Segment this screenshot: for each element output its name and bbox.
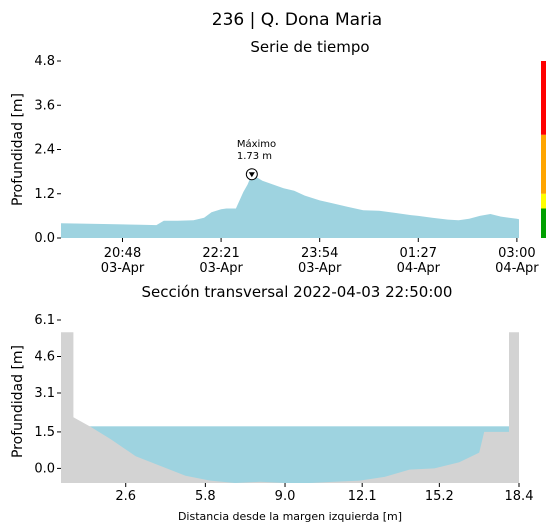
y-axis-label: Profundidad [m] [10, 93, 26, 206]
y-tick-label: 3.1 [34, 386, 55, 401]
x-tick-label: 01:27 [400, 246, 437, 261]
time-series-title: Serie de tiempo [250, 38, 369, 56]
threshold-band [541, 193, 546, 209]
chart-main-title: 236 | Q. Dona Maria [212, 10, 382, 30]
x-tick-label: 20:48 [104, 246, 141, 261]
threshold-band [541, 134, 546, 194]
x-tick-label: 9.0 [275, 489, 296, 504]
x-axis-label: Distancia desde la margen izquierda [m] [178, 510, 402, 523]
max-annotation-label: Máximo [237, 138, 276, 150]
threshold-band [541, 61, 546, 135]
x-tick-date-label: 03-Apr [199, 261, 243, 276]
x-tick-date-label: 03-Apr [298, 261, 342, 276]
x-tick-label: 2.6 [115, 489, 136, 504]
y-tick-label: 4.8 [34, 54, 55, 69]
y-tick-label: 1.2 [34, 187, 55, 202]
max-marker-arrow [248, 172, 255, 178]
x-tick-label: 15.2 [425, 489, 454, 504]
x-tick-label: 22:21 [202, 246, 239, 261]
x-tick-label: 03:00 [498, 246, 535, 261]
x-tick-date-label: 03-Apr [101, 261, 145, 276]
y-axis-label: Profundidad [m] [10, 345, 26, 458]
x-tick-label: 12.1 [348, 489, 377, 504]
y-tick-label: 2.4 [34, 143, 55, 158]
y-tick-label: 0.0 [34, 461, 55, 476]
x-tick-label: 18.4 [505, 489, 534, 504]
x-tick-date-label: 04-Apr [397, 261, 441, 276]
y-tick-label: 4.6 [34, 349, 55, 364]
time-series-area [61, 174, 519, 238]
max-annotation-value: 1.73 m [237, 151, 272, 162]
threshold-band [541, 208, 546, 238]
y-tick-label: 1.5 [34, 425, 55, 440]
y-tick-label: 6.1 [34, 313, 55, 328]
cross-section-title: Sección transversal 2022-04-03 22:50:00 [142, 283, 453, 301]
x-tick-label: 5.8 [195, 489, 216, 504]
y-tick-label: 3.6 [34, 98, 55, 113]
x-tick-label: 23:54 [301, 246, 338, 261]
y-tick-label: 0.0 [34, 231, 55, 246]
ground-profile [61, 332, 519, 483]
x-tick-date-label: 04-Apr [495, 261, 539, 276]
